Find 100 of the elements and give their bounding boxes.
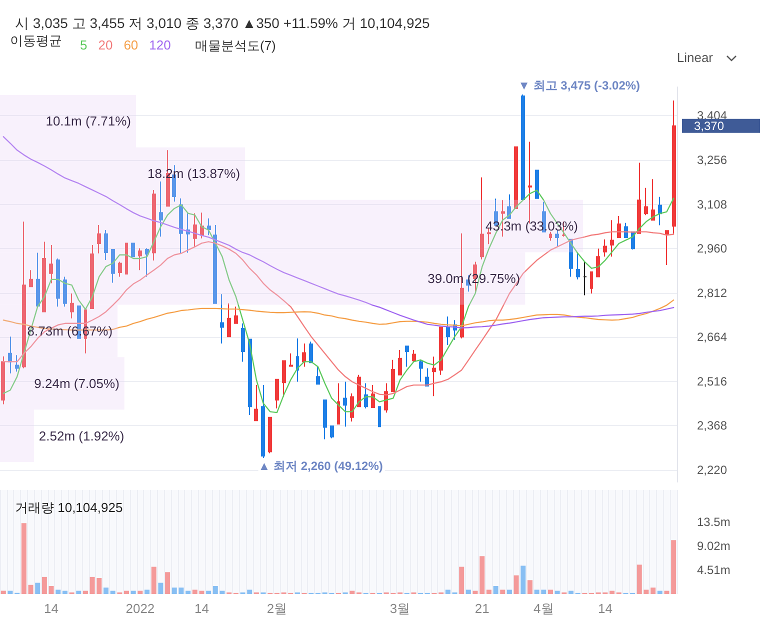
candlestick [309, 341, 313, 364]
y-tick-label: 2,664 [697, 330, 728, 344]
candlestick [617, 215, 621, 238]
bar [568, 590, 574, 594]
text: Linear [676, 50, 714, 65]
y-tick-label: 2,960 [697, 242, 728, 256]
candlestick [302, 342, 306, 368]
bar [657, 590, 662, 594]
y-tick-label: 3,256 [697, 153, 728, 168]
bar [158, 582, 164, 594]
candlestick [364, 382, 368, 409]
candlestick [131, 242, 135, 258]
y-tick-label: 2,812 [697, 286, 728, 300]
candlestick [405, 346, 409, 368]
bar [493, 586, 498, 594]
bar [21, 523, 26, 594]
candlestick [521, 94, 525, 200]
bar [206, 590, 212, 594]
candlestick [241, 322, 245, 362]
bar [610, 590, 615, 594]
candlestick [248, 338, 252, 416]
data-label: 10.1m (7.71%) [46, 114, 131, 129]
candlestick [343, 381, 347, 428]
candlestick [603, 238, 607, 258]
candlestick [261, 384, 265, 459]
candlestick [412, 350, 416, 362]
x-tick-label: 3월 [390, 601, 410, 616]
candlestick [651, 178, 655, 221]
bar [650, 588, 656, 594]
candlestick [330, 426, 334, 439]
text: 120 [149, 38, 171, 52]
candlestick [234, 306, 238, 324]
legend-title: 이동평균 [10, 33, 62, 48]
candlestick [425, 368, 429, 386]
bar [165, 572, 170, 594]
candlestick [391, 359, 395, 392]
bar [514, 575, 519, 594]
candlestick [514, 146, 518, 209]
bar [520, 566, 526, 594]
candlestick [419, 359, 423, 382]
candlestick [535, 170, 539, 199]
candlestick [644, 187, 648, 216]
x-tick-label: 14 [44, 601, 59, 616]
candlestick [446, 316, 450, 346]
bar [62, 590, 68, 594]
annotation: ▼ 최고 3,475 (-3.02%) [518, 78, 640, 92]
y-tick-label: 2,220 [697, 463, 728, 478]
candlestick [275, 378, 279, 409]
line-series [2, 190, 674, 414]
x-tick-label: 14 [194, 601, 209, 616]
candlestick [125, 242, 128, 275]
data-label: 2.52m (1.92%) [38, 428, 124, 444]
bar [500, 590, 506, 594]
bar [151, 566, 156, 594]
bar [103, 588, 108, 594]
candlestick [590, 271, 593, 294]
bar [0, 95, 136, 148]
bar [56, 590, 61, 594]
bar [466, 590, 471, 594]
candlestick [658, 196, 662, 226]
text: 5 [80, 38, 88, 52]
x-tick-label: 21 [474, 601, 490, 616]
data-label: 9.24m (7.05%) [34, 376, 120, 391]
x-tick-label: 14 [598, 601, 612, 616]
y-tick-label: 2,368 [697, 418, 728, 433]
text: 60 [124, 38, 138, 52]
bar [28, 584, 34, 594]
candlestick [282, 360, 286, 398]
bar [35, 582, 40, 594]
text: 20 [98, 38, 113, 52]
bar [664, 590, 670, 594]
bar [186, 590, 191, 594]
candlestick [337, 382, 340, 424]
bar [124, 590, 130, 594]
bar [459, 566, 464, 594]
bar [671, 540, 676, 594]
bar [130, 590, 136, 594]
candlestick [576, 252, 580, 280]
candlestick [398, 350, 402, 376]
candlestick [227, 302, 231, 338]
candlestick [350, 392, 354, 422]
candlestick [268, 416, 272, 454]
candlestick [371, 384, 375, 408]
bar [76, 590, 82, 594]
text: 거래량 10,104,925 [15, 500, 123, 515]
candlestick [672, 100, 676, 234]
bar [82, 590, 88, 594]
bar [350, 590, 355, 594]
bar [110, 590, 116, 594]
bar [48, 586, 54, 594]
candlestick [439, 326, 443, 376]
annotation: ▲ 최저 2,260 (49.12%) [258, 459, 383, 474]
bar [138, 590, 143, 594]
candlestick [583, 261, 587, 296]
bar [0, 590, 6, 594]
y-tick-label: 13.5m [697, 515, 730, 529]
y-tick-label: 4.51m [697, 562, 730, 577]
candlestick [610, 220, 614, 258]
bar [42, 576, 47, 594]
bar [0, 357, 124, 410]
